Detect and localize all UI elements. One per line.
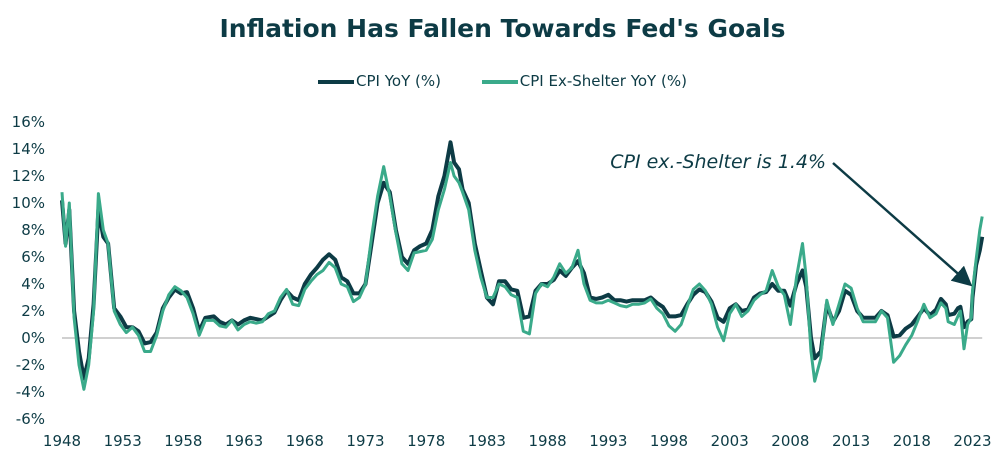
y-tick-label: 8% bbox=[21, 221, 45, 239]
legend-label-cpi-ex-shelter: CPI Ex-Shelter YoY (%) bbox=[519, 72, 687, 90]
y-tick-label: 16% bbox=[12, 113, 45, 131]
y-tick-label: 14% bbox=[12, 140, 45, 158]
series-line-cpi-ex-shelter bbox=[60, 161, 984, 391]
y-tick-label: -6% bbox=[16, 410, 45, 428]
x-tick-label: 1983 bbox=[468, 432, 506, 450]
y-tick-label: 0% bbox=[21, 329, 45, 347]
x-tick-label: 2008 bbox=[771, 432, 809, 450]
x-tick-label: 1988 bbox=[529, 432, 567, 450]
x-tick-label: 1998 bbox=[650, 432, 688, 450]
y-tick-label: -4% bbox=[16, 383, 45, 401]
legend-swatch-cpi-ex-shelter bbox=[481, 79, 518, 84]
chart-title: Inflation Has Fallen Towards Fed's Goals bbox=[219, 14, 786, 43]
y-tick-label: 2% bbox=[21, 302, 45, 320]
x-tick-label: 2018 bbox=[893, 432, 931, 450]
y-tick-label: 4% bbox=[21, 275, 45, 293]
y-tick-label: -2% bbox=[16, 356, 45, 374]
annotation-arrow bbox=[832, 162, 973, 287]
y-tick-label: 12% bbox=[12, 167, 45, 185]
x-tick-label: 1958 bbox=[164, 432, 202, 450]
series-line-cpi bbox=[60, 140, 985, 381]
x-tick-label: 2023 bbox=[953, 432, 991, 450]
x-tick-label: 2003 bbox=[711, 432, 749, 450]
x-tick-label: 1963 bbox=[225, 432, 263, 450]
legend-swatch-cpi bbox=[318, 79, 355, 84]
x-tick-label: 2013 bbox=[832, 432, 870, 450]
x-tick-label: 1953 bbox=[104, 432, 142, 450]
x-tick-label: 1978 bbox=[407, 432, 445, 450]
x-tick-label: 1973 bbox=[346, 432, 384, 450]
x-tick-label: 1993 bbox=[589, 432, 627, 450]
legend-item-cpi-ex-shelter: CPI Ex-Shelter YoY (%) bbox=[481, 72, 687, 90]
annotation-text: CPI ex.-Shelter is 1.4% bbox=[610, 151, 826, 173]
legend-item-cpi: CPI YoY (%) bbox=[318, 72, 441, 90]
y-tick-label: 6% bbox=[21, 248, 45, 266]
x-tick-label: 1968 bbox=[286, 432, 324, 450]
legend: CPI YoY (%) CPI Ex-Shelter YoY (%) bbox=[0, 72, 1005, 90]
legend-label-cpi: CPI YoY (%) bbox=[356, 72, 441, 90]
y-tick-label: 10% bbox=[12, 194, 45, 212]
x-tick-label: 1948 bbox=[43, 432, 81, 450]
